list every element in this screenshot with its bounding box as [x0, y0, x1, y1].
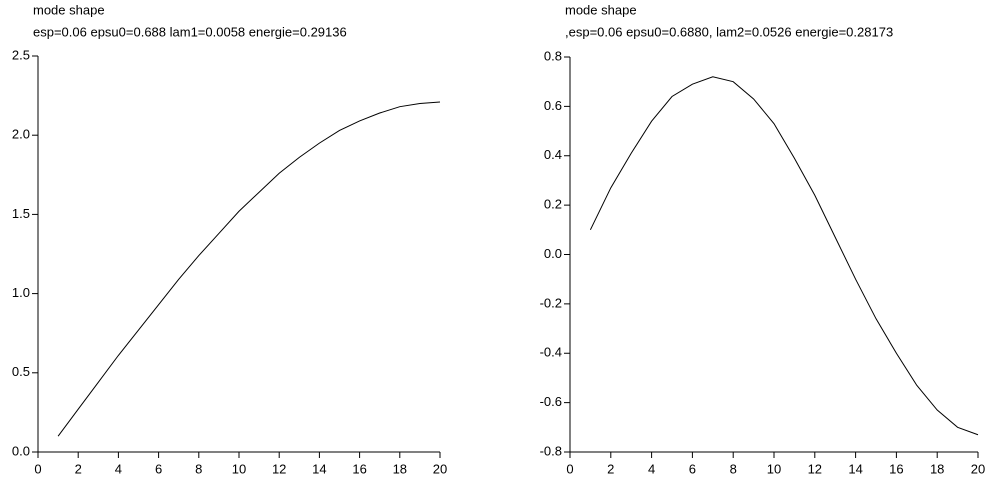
- y-tick-label: 0.4: [544, 147, 562, 162]
- x-tick-label: 14: [312, 461, 326, 476]
- x-tick-label: 20: [971, 461, 985, 476]
- x-tick-label: 6: [689, 461, 696, 476]
- chart-title: mode shape: [565, 2, 637, 17]
- data-line: [57, 101, 441, 437]
- x-tick-label: 12: [808, 461, 822, 476]
- y-tick-label: 1.5: [12, 206, 30, 221]
- x-tick-label: 8: [195, 461, 202, 476]
- y-tick-label: 0.2: [544, 197, 562, 212]
- y-tick-label: 2.5: [12, 47, 30, 62]
- chart-subtitle: ,esp=0.06 epsu0=0.6880, lam2=0.0526 ener…: [565, 24, 893, 39]
- x-tick-label: 4: [115, 461, 122, 476]
- y-tick-label: -0.8: [540, 443, 562, 458]
- x-tick-label: 20: [433, 461, 447, 476]
- x-tick-label: 6: [155, 461, 162, 476]
- x-tick-label: 0: [566, 461, 573, 476]
- x-tick-label: 0: [34, 461, 41, 476]
- x-tick-label: 16: [889, 461, 903, 476]
- x-tick-label: 18: [930, 461, 944, 476]
- x-tick-label: 10: [232, 461, 246, 476]
- y-tick-label: 0.0: [544, 246, 562, 261]
- x-tick-label: 2: [75, 461, 82, 476]
- x-tick-label: 18: [393, 461, 407, 476]
- y-tick-label: -0.2: [540, 295, 562, 310]
- x-tick-label: 4: [648, 461, 655, 476]
- chart-subtitle: esp=0.06 epsu0=0.688 lam1=0.0058 energie…: [33, 24, 347, 39]
- y-tick-label: 1.0: [12, 285, 30, 300]
- x-tick-label: 16: [352, 461, 366, 476]
- y-tick-label: -0.4: [540, 345, 562, 360]
- y-tick-label: 2.0: [12, 127, 30, 142]
- x-tick-label: 14: [848, 461, 862, 476]
- x-tick-label: 10: [767, 461, 781, 476]
- x-tick-label: 2: [607, 461, 614, 476]
- y-tick-label: 0.6: [544, 98, 562, 113]
- data-line: [589, 76, 979, 436]
- x-tick-label: 8: [730, 461, 737, 476]
- y-tick-label: 0.0: [12, 443, 30, 458]
- y-tick-label: 0.5: [12, 364, 30, 379]
- y-tick-label: 0.8: [544, 48, 562, 63]
- chart-title: mode shape: [33, 2, 105, 17]
- x-tick-label: 12: [272, 461, 286, 476]
- y-tick-label: -0.6: [540, 394, 562, 409]
